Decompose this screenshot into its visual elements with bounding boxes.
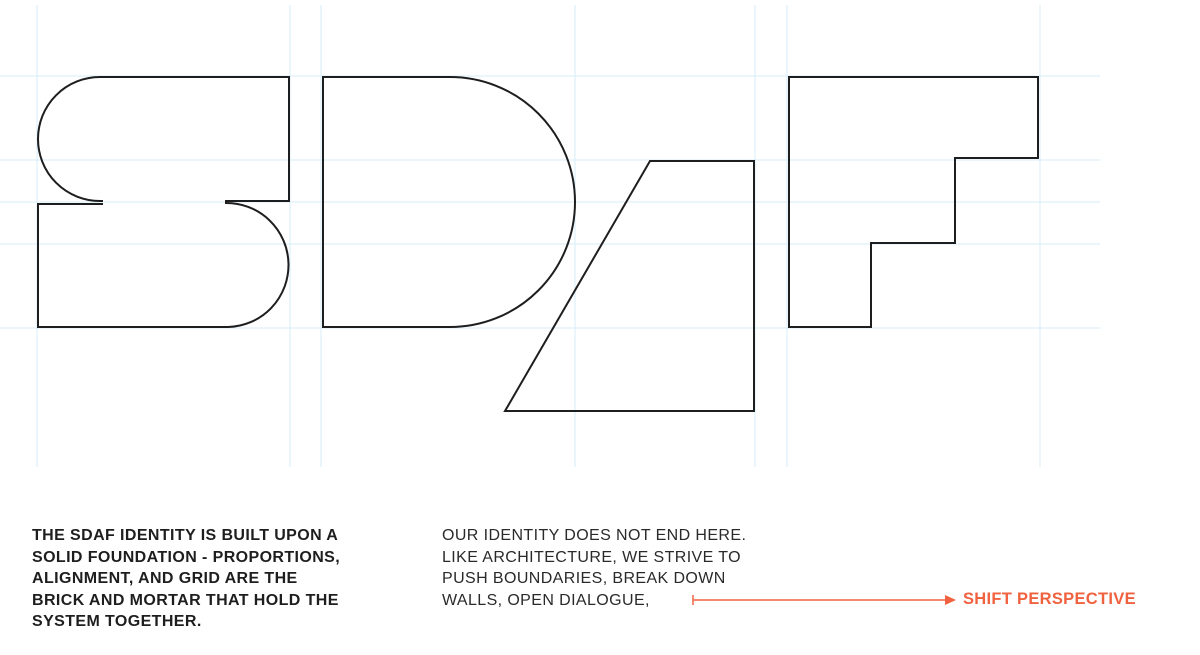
text-line: BRICK AND MORTAR THAT HOLD THE: [32, 591, 339, 609]
text-line: SYSTEM TOGETHER.: [32, 613, 202, 631]
foundation-paragraph: THE SDAF IDENTITY IS BUILT UPON A SOLID …: [32, 525, 340, 633]
letter-s-outline: [37, 76, 290, 328]
text-line: OUR IDENTITY DOES NOT END HERE.: [442, 527, 747, 544]
text-line: ALIGNMENT, AND GRID ARE THE: [32, 570, 298, 588]
text-line: THE SDAF IDENTITY IS BUILT UPON A: [32, 527, 339, 544]
letter-d-outline: [322, 76, 576, 328]
construction-grid: [0, 5, 1100, 467]
text-line: PUSH BOUNDARIES, BREAK DOWN: [442, 570, 726, 588]
text-line: LIKE ARCHITECTURE, WE STRIVE TO: [442, 548, 741, 566]
identity-paragraph: OUR IDENTITY DOES NOT END HERE. LIKE ARC…: [442, 525, 746, 611]
text-line: SOLID FOUNDATION - PROPORTIONS,: [32, 548, 341, 566]
shift-perspective-label: SHIFT PERSPECTIVE: [963, 590, 1136, 608]
letter-f-outline: [788, 76, 1039, 328]
arrow-icon: [692, 595, 956, 605]
text-line: WALLS, OPEN DIALOGUE,: [442, 591, 650, 609]
letter-a-outline: [503, 160, 755, 412]
